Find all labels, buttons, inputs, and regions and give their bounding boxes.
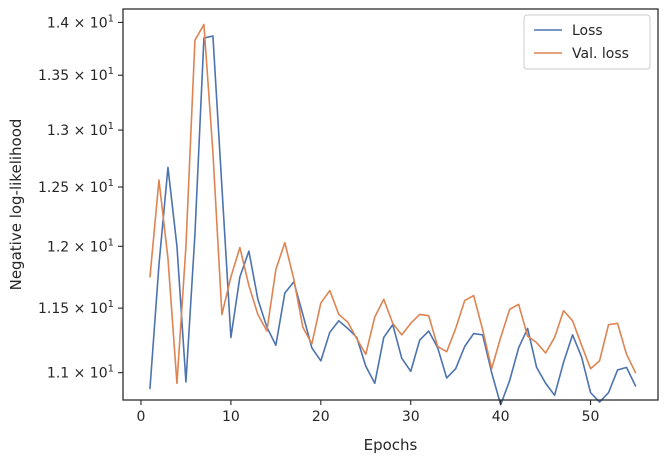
y-tick-label: 1.3 × 101 [47,121,114,139]
y-tick-label: 1.25 × 101 [38,178,114,196]
x-tick-label: 10 [222,409,240,425]
y-axis: 1.1 × 101 1.15 × 101 1.2 × 101 1.25 × 101 1.… [38,13,123,382]
y-tick-label: 1.35 × 101 [38,66,114,84]
x-tick-label: 30 [402,409,420,425]
y-tick-label: 1.2 × 101 [47,237,114,255]
x-tick-label: 40 [492,409,510,425]
legend-label: Val. loss [572,46,629,62]
x-tick-label: 20 [312,409,330,425]
legend-label: Loss [572,23,603,39]
x-tick-label: 0 [137,409,146,425]
x-tick-label: 50 [582,409,600,425]
x-axis: 0 10 20 30 40 50 [137,400,600,425]
y-axis-label: Negative log-likelihood [7,119,25,291]
plot-frame [122,8,659,401]
y-tick-label: 1.4 × 101 [47,13,114,31]
legend-box [523,14,651,70]
y-tick-label: 1.1 × 101 [47,364,114,382]
y-tick-label: 1.15 × 101 [38,299,114,317]
x-axis-label: Epochs [364,436,418,454]
series-layer [149,23,637,406]
legend: Loss Val. loss [523,14,651,70]
series-line-2 [149,23,637,385]
plot-area [123,9,658,400]
